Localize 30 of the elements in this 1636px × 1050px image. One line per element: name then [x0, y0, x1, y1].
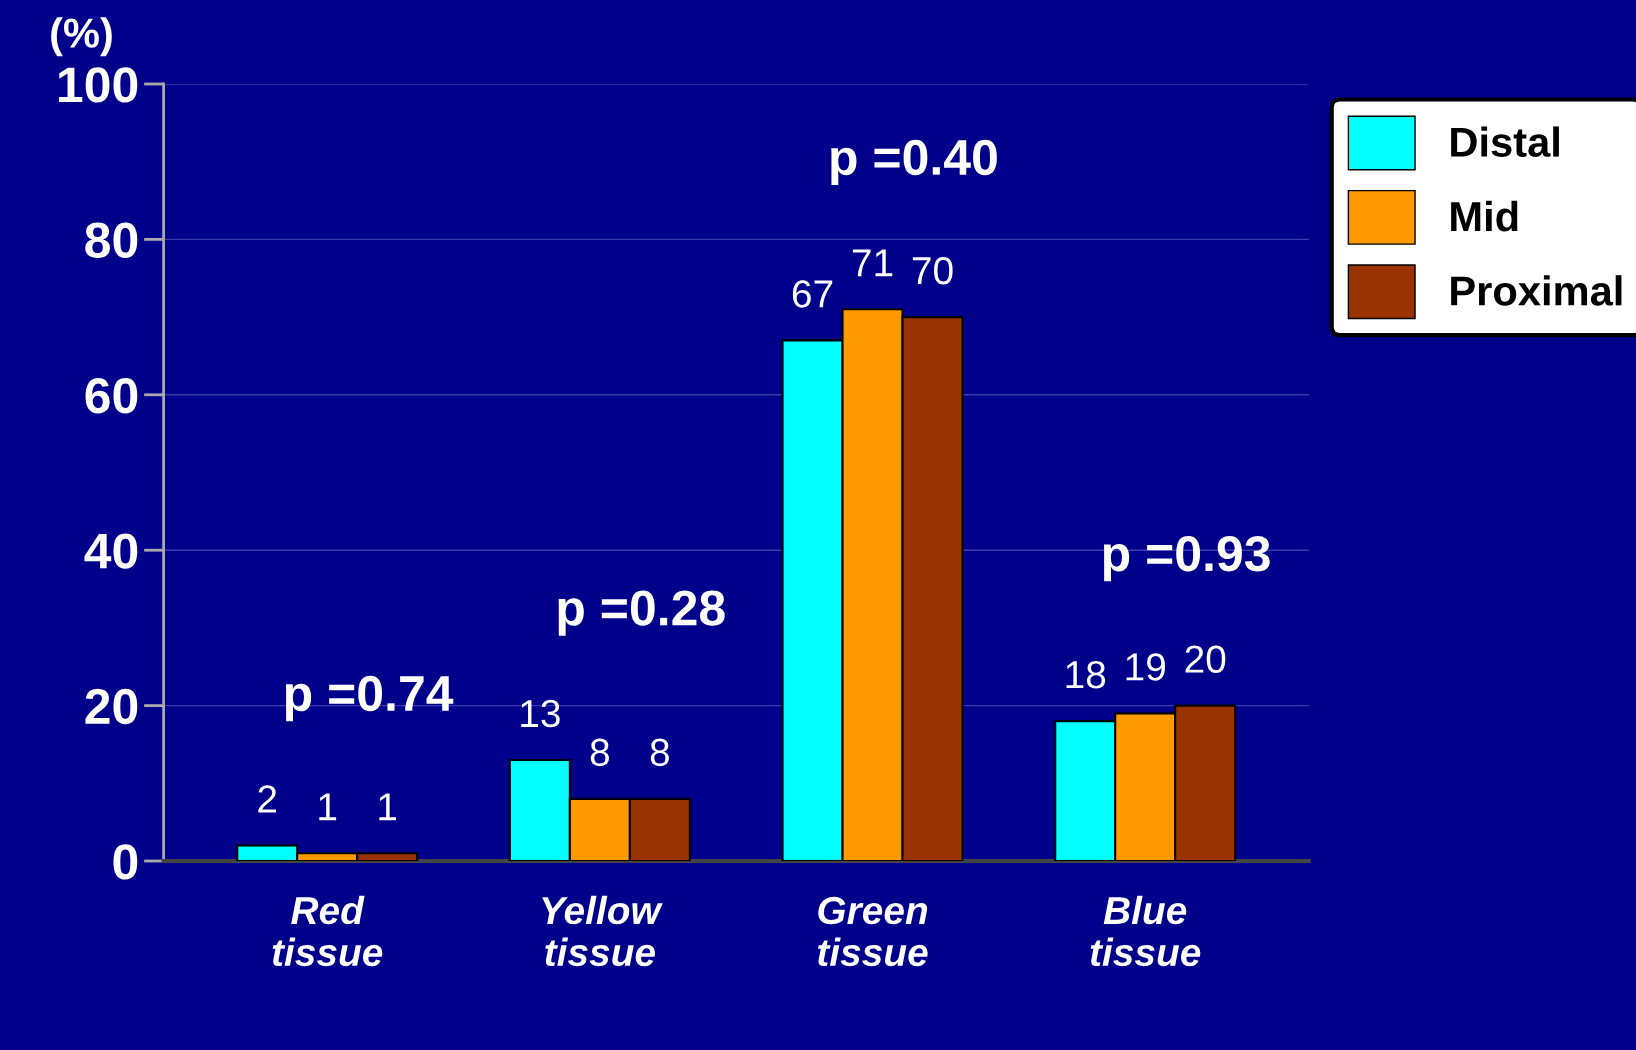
annotation: p =0.93	[1103, 535, 1270, 582]
data-label: 8	[650, 738, 669, 767]
data-label: 19	[1126, 653, 1165, 681]
x-tick-label: Green tissue	[817, 896, 928, 967]
data-label: 20	[1185, 645, 1226, 673]
y-tick-label: 60	[85, 378, 138, 414]
y-tick-label: 40	[84, 533, 138, 569]
x-tick-label: Yellow tissue	[542, 895, 663, 967]
annotation: p =0.74	[285, 675, 454, 722]
data-label: 67	[792, 280, 833, 308]
data-label: 1	[319, 793, 337, 821]
legend-label: Distal	[1451, 126, 1559, 158]
y-tick-label: 100	[59, 67, 138, 103]
y-axis-title: (%)	[51, 17, 112, 57]
legend-label: Mid	[1451, 200, 1518, 232]
data-label: 8	[590, 738, 609, 767]
annotation: p =0.28	[558, 590, 725, 636]
y-tick-label: 80	[85, 222, 138, 259]
data-label: 1	[379, 793, 397, 821]
data-label: 2	[258, 785, 277, 813]
x-tick-label: Red tissue	[272, 895, 383, 967]
data-label: 18	[1066, 660, 1106, 689]
legend-label: Proximal	[1451, 275, 1622, 306]
y-tick-label: 20	[85, 688, 138, 725]
data-label: 71	[852, 249, 893, 277]
annotation: p =0.40	[831, 139, 997, 186]
x-tick-label: Blue tissue	[1090, 895, 1201, 967]
data-label: 70	[912, 256, 953, 285]
data-label: 13	[521, 699, 560, 728]
y-tick-label: 0	[113, 844, 138, 880]
